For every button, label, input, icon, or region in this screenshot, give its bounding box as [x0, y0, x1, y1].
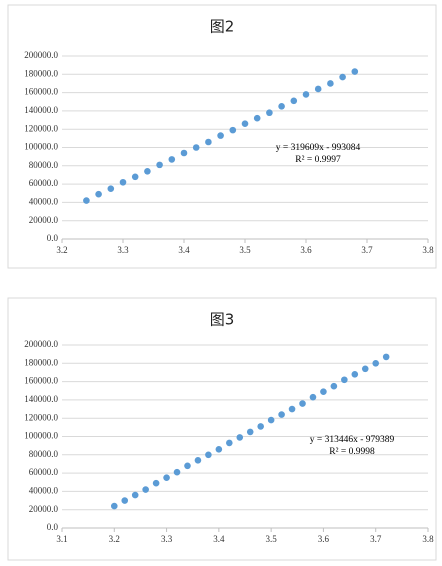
chart-title: 图2 [210, 18, 235, 36]
point [121, 497, 129, 504]
point [131, 491, 139, 499]
y-tick-label: 200000.0 [24, 339, 58, 349]
point [119, 178, 127, 186]
point [205, 138, 212, 146]
y-tick-label: 180000.0 [24, 357, 58, 367]
point [236, 434, 244, 441]
y-tick-label: 120000.0 [24, 123, 58, 133]
y-tick-label: 20000.0 [29, 504, 59, 514]
x-tick-label: 3.4 [213, 534, 225, 544]
y-tick-label: 0.0 [47, 233, 59, 243]
trendline-label: y = 319609x - 993084 [276, 143, 361, 153]
point [320, 388, 327, 395]
point [309, 393, 317, 401]
point [267, 416, 275, 424]
y-tick-label: 180000.0 [24, 68, 58, 78]
y-tick-label: 100000.0 [24, 431, 58, 441]
point [163, 474, 170, 481]
chart-title: 图3 [210, 311, 235, 329]
point [278, 411, 285, 418]
point [217, 132, 224, 139]
point [168, 156, 176, 163]
point [341, 376, 348, 384]
point [184, 462, 191, 470]
point [361, 365, 369, 373]
y-tick-label: 140000.0 [24, 394, 58, 404]
trendline-label: R² = 0.9997 [295, 155, 341, 165]
point [351, 68, 359, 75]
point [327, 80, 334, 87]
y-tick-label: 80000.0 [29, 160, 59, 170]
trendline-label: y = 313446x - 979389 [310, 435, 395, 445]
point [330, 382, 338, 390]
point [302, 91, 310, 98]
y-tick-label: 0.0 [47, 522, 59, 532]
x-tick-label: 3.8 [422, 534, 434, 544]
x-tick-label: 3.6 [300, 245, 312, 255]
y-tick-label: 120000.0 [24, 412, 58, 422]
x-tick-label: 3.3 [161, 534, 173, 544]
point [288, 405, 296, 413]
point [142, 486, 149, 493]
y-tick-label: 60000.0 [29, 178, 59, 188]
x-tick-label: 3.3 [117, 245, 129, 255]
point [257, 423, 264, 430]
y-tick-label: 140000.0 [24, 105, 58, 115]
x-tick-label: 3.2 [109, 534, 120, 544]
point [215, 446, 223, 453]
y-tick-label: 20000.0 [29, 215, 59, 225]
point [339, 73, 346, 81]
point [144, 167, 151, 175]
point [266, 109, 273, 117]
x-tick-label: 3.7 [361, 245, 373, 255]
point [314, 85, 322, 93]
point [290, 97, 298, 105]
point [299, 400, 306, 407]
y-tick-label: 40000.0 [29, 485, 59, 495]
x-tick-label: 3.6 [318, 534, 330, 544]
y-tick-label: 200000.0 [24, 50, 58, 60]
y-tick-label: 100000.0 [24, 142, 58, 152]
y-tick-label: 80000.0 [29, 449, 59, 459]
point [180, 149, 188, 157]
point [372, 360, 380, 367]
trendline-label: R² = 0.9998 [329, 447, 375, 457]
point [351, 370, 359, 378]
y-tick-label: 160000.0 [24, 87, 58, 97]
point [253, 114, 261, 122]
point [205, 451, 212, 459]
y-tick-label: 60000.0 [29, 467, 59, 477]
x-tick-label: 3.8 [422, 245, 434, 255]
point [278, 103, 285, 110]
x-tick-label: 3.2 [56, 245, 67, 255]
point [110, 502, 118, 510]
point [241, 120, 249, 128]
point [229, 126, 237, 134]
chart-frame [7, 297, 437, 561]
point [131, 173, 139, 181]
point [83, 197, 90, 204]
x-tick-label: 3.1 [56, 534, 67, 544]
point [192, 144, 200, 151]
point [226, 439, 233, 447]
point [152, 479, 160, 487]
point [382, 353, 390, 361]
x-tick-label: 3.4 [178, 245, 190, 255]
point [156, 161, 163, 169]
point [173, 468, 181, 476]
point [246, 428, 254, 436]
x-tick-label: 3.7 [370, 534, 382, 544]
point [95, 190, 102, 198]
y-tick-label: 40000.0 [29, 196, 59, 206]
point [194, 456, 202, 464]
x-tick-label: 3.5 [239, 245, 251, 255]
point [107, 185, 115, 192]
y-tick-label: 160000.0 [24, 376, 58, 386]
x-tick-label: 3.5 [266, 534, 278, 544]
